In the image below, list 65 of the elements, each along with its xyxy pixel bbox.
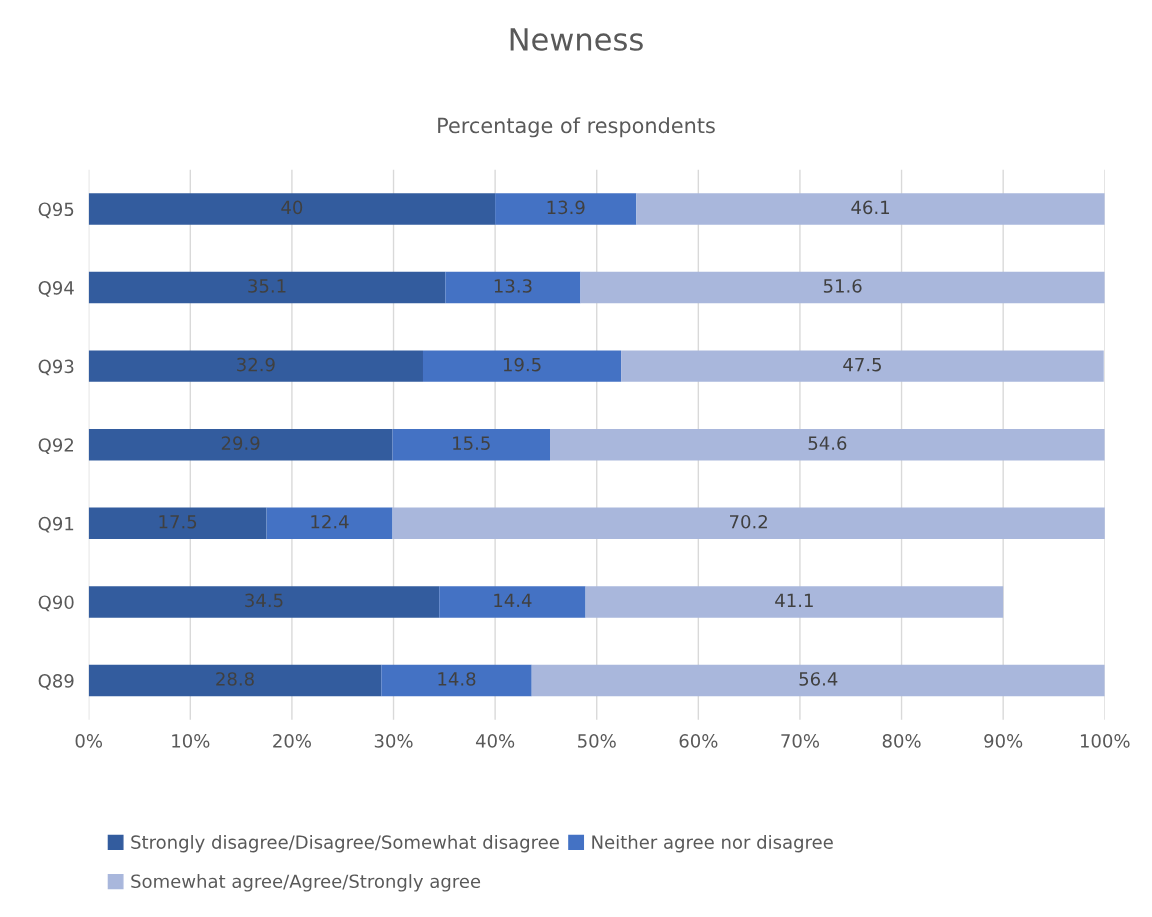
bar [445,271,581,304]
legend-label: Strongly disagree/Disagree/Somewhat disagree [131,834,559,853]
data-label: 47.5 [843,357,881,372]
bar [621,350,1104,382]
bar [550,429,1105,461]
y-tick-label: Q90 [38,595,74,612]
chart-title: Newness [510,28,643,51]
data-label: 14.4 [494,593,532,607]
y-tick-label: Q94 [38,281,74,297]
data-label: 32.9 [237,357,275,372]
data-label: 12.4 [311,514,349,529]
bar [381,664,532,697]
x-tick-label: 70% [781,734,820,748]
data-label: 15.5 [453,436,490,450]
bar [495,193,637,225]
bar [88,429,393,461]
chart-subtitle: Percentage of respondents [438,117,715,138]
data-label: 34.5 [245,593,283,608]
bar [88,193,496,225]
bar [439,586,586,618]
bar [392,507,1105,540]
y-tick-label: Q91 [38,516,74,533]
bar [88,664,382,697]
data-label: 28.8 [216,672,254,686]
bar [636,193,1105,225]
data-label: 56.4 [799,672,838,686]
legend-label: Somewhat agree/Agree/Strongly agree [131,874,481,892]
bar [88,350,423,382]
bar [392,429,550,461]
y-tick-label: Q95 [38,202,74,219]
x-tick-label: 50% [578,734,616,748]
data-label: 13.9 [547,200,585,215]
y-tick-label: Q89 [38,674,74,690]
bar [266,507,393,540]
data-label: 41.1 [775,593,813,607]
x-tick-label: 80% [882,734,921,748]
data-label: 51.6 [823,279,862,293]
data-label: 35.1 [248,279,286,293]
data-label: 54.6 [808,436,847,450]
data-label: 13.3 [494,279,532,293]
data-label: 17.5 [159,515,197,529]
data-label: 46.1 [851,200,889,215]
data-label: 29.9 [221,436,260,450]
data-label: 70.2 [730,514,767,529]
bar [422,350,622,382]
x-tick-label: 30% [374,734,413,748]
x-tick-label: 60% [679,734,718,748]
x-tick-label: 100% [1080,734,1130,748]
x-tick-label: 10% [172,734,210,748]
bar [531,664,1105,697]
bar [585,586,1004,618]
x-tick-label: 90% [984,734,1023,748]
bar [88,586,440,618]
x-tick-label: 20% [273,734,311,748]
data-label: 40 [281,200,303,215]
bar [88,507,267,540]
data-label: 14.8 [438,672,476,686]
y-tick-label: Q92 [38,438,73,454]
legend-label: Neither agree nor disagree [592,834,833,853]
bar [88,271,446,304]
x-tick-label: 40% [475,734,515,748]
data-label: 19.5 [503,357,541,372]
x-tick-label: 0% [75,734,103,748]
y-tick-label: Q93 [38,359,74,376]
bar [580,271,1105,304]
